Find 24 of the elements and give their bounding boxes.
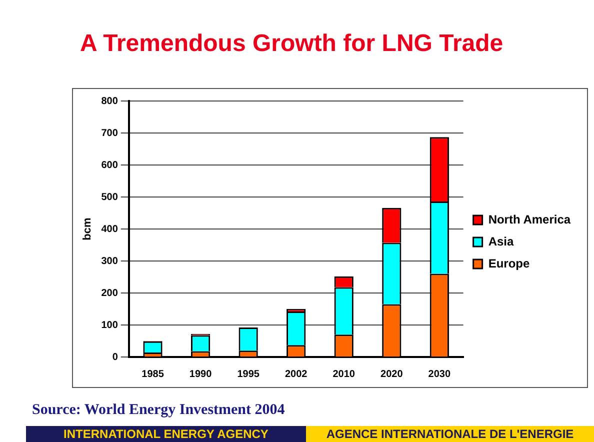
source-note: Source: World Energy Investment 2004 (32, 402, 285, 419)
y-tick-label: 600 (101, 160, 118, 171)
x-tick-label: 2002 (284, 368, 308, 380)
x-tick-label: 2030 (428, 368, 451, 380)
x-tick-label: 1990 (189, 368, 212, 380)
legend-label: North America (488, 212, 571, 226)
y-tick-label: 500 (101, 192, 118, 203)
y-tick-label: 0 (112, 352, 118, 363)
y-axis-title: bcm (82, 217, 94, 240)
text: AGENCE INTERNATIONALE DE L'ENERGIE (306, 426, 594, 442)
x-tick-label: 2020 (380, 368, 404, 380)
y-tick-label: 800 (101, 96, 118, 107)
x-tick-label: 1985 (142, 368, 164, 380)
x-tick-label: 1995 (237, 368, 260, 380)
y-tick-label: 300 (101, 256, 118, 267)
text: INTERNATIONAL ENERGY AGENCY (26, 426, 306, 442)
y-tick-label: 100 (101, 320, 118, 331)
y-tick-label: 700 (101, 128, 118, 139)
chart-title: A Tremendous Growth for LNG Trade (80, 30, 504, 58)
x-tick-label: 2010 (332, 368, 356, 380)
legend-label: Europe (488, 256, 530, 270)
y-tick-label: 400 (101, 224, 118, 235)
legend-label: Asia (488, 234, 514, 248)
y-tick-label: 200 (101, 288, 118, 299)
